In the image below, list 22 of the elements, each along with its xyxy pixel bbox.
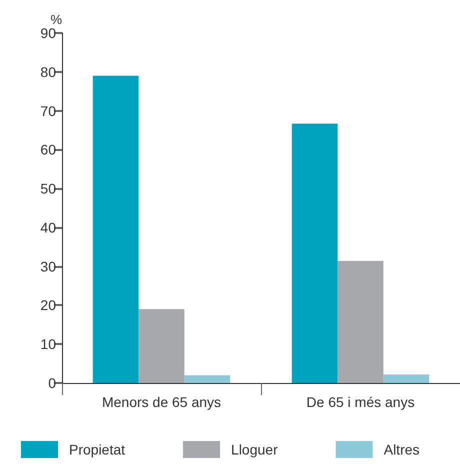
bar xyxy=(338,260,384,383)
bar xyxy=(92,76,139,383)
y-tick-label: 80 xyxy=(40,64,56,80)
bar xyxy=(383,374,430,383)
y-axis-title: % xyxy=(50,12,62,28)
y-tick-label: 20 xyxy=(40,297,56,314)
y-tick-label: 90 xyxy=(40,25,56,41)
y-tick-label: 30 xyxy=(40,258,56,274)
bar xyxy=(138,309,184,383)
y-tick-label: 40 xyxy=(40,219,56,236)
legend-label: Lloguer xyxy=(231,442,278,458)
x-tick-label: De 65 i més anys xyxy=(306,394,415,410)
x-tick-label: Menors de 65 anys xyxy=(102,394,222,410)
y-tick-label: 0 xyxy=(48,375,56,391)
bar xyxy=(292,124,338,383)
y-tick-label: 70 xyxy=(40,102,56,119)
legend-label: Propietat xyxy=(69,442,126,458)
bar xyxy=(184,375,230,383)
y-tick-label: 50 xyxy=(40,180,56,197)
legend-label: Altres xyxy=(384,442,420,458)
y-tick-label: 10 xyxy=(40,336,56,352)
y-tick-label: 60 xyxy=(40,142,56,158)
